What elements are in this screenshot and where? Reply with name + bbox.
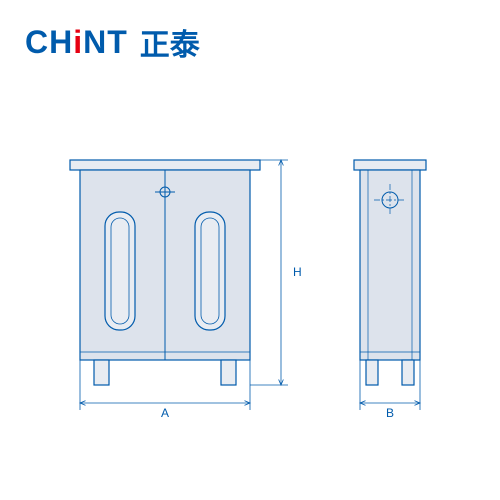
brand-logo: CHiNT 正泰 xyxy=(25,20,200,64)
dim-label-h: H xyxy=(293,265,302,279)
logo-latin: CHiNT xyxy=(25,24,128,61)
logo-cn: 正泰 xyxy=(140,20,200,64)
front-view: A H xyxy=(70,160,302,420)
dim-label-b: B xyxy=(386,406,394,420)
side-view: B xyxy=(354,160,426,420)
dim-label-a: A xyxy=(161,406,169,420)
technical-drawing: A H B xyxy=(0,100,500,500)
